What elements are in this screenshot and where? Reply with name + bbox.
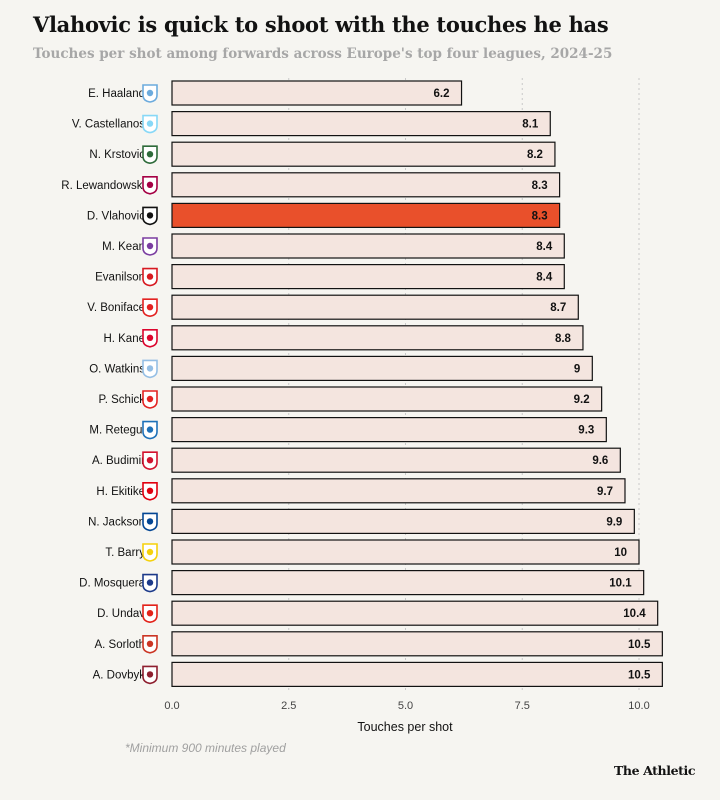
bar: [171, 631, 663, 657]
player-label: Evanilson: [95, 272, 145, 284]
value-label: 10: [614, 547, 627, 559]
value-label: 8.7: [550, 302, 566, 314]
value-label: 8.3: [532, 210, 548, 222]
value-label: 8.8: [555, 333, 572, 345]
bar: [171, 447, 621, 473]
bournemouth-crest: [142, 267, 158, 287]
lazio-crest: [142, 114, 158, 134]
stuttgart-crest: [142, 604, 158, 624]
bar: [171, 661, 663, 688]
osasuna-crest: [142, 451, 158, 471]
bar: [171, 294, 579, 320]
x-axis-label: Touches per shot: [357, 720, 453, 734]
eintracht-frankfurt-crest: [142, 482, 158, 501]
player-label: R. Lewandowski: [61, 180, 145, 192]
value-label: 9.7: [597, 486, 613, 498]
bar: [171, 110, 551, 137]
value-label: 8.4: [536, 241, 553, 253]
chelsea-crest: [142, 512, 158, 532]
lecce-crest: [142, 145, 158, 165]
fiorentina-crest: [142, 237, 158, 256]
bar: [171, 80, 463, 106]
value-label: 10.5: [628, 639, 651, 651]
bar: [171, 478, 626, 504]
value-label: 9.6: [592, 455, 608, 467]
value-label: 10.5: [628, 669, 651, 681]
player-label: H. Kane: [103, 333, 145, 345]
value-label: 9.9: [606, 516, 622, 528]
bar: [171, 569, 645, 596]
player-label: V. Castellanos: [72, 119, 145, 131]
value-label: 9: [574, 363, 580, 375]
bar: [171, 539, 640, 565]
player-label: D. Undav: [97, 608, 145, 620]
roma-crest: [142, 665, 158, 685]
atletico-madrid-crest: [142, 635, 158, 654]
player-label: M. Kean: [102, 241, 145, 253]
bar-highlight: [171, 202, 561, 228]
x-tick-label: 7.5: [515, 700, 530, 712]
bar: [171, 386, 603, 412]
value-label: 8.3: [532, 180, 548, 192]
leverkusen-crest: [142, 298, 158, 318]
bar: [171, 355, 593, 381]
leverkusen-crest: [142, 390, 158, 409]
footnote: *Minimum 900 minutes played: [125, 741, 286, 755]
villarreal-crest: [142, 543, 158, 562]
bar: [171, 417, 607, 443]
player-label: O. Watkins: [89, 363, 145, 375]
bar: [171, 325, 584, 351]
player-label: N. Jackson: [88, 516, 145, 528]
juventus-crest: [142, 206, 158, 226]
player-label: N. Krstovic: [89, 149, 145, 161]
verona-crest: [142, 573, 158, 593]
value-label: 9.3: [578, 425, 594, 437]
player-label: T. Barry: [105, 547, 145, 559]
value-label: 8.2: [527, 149, 543, 161]
player-label: H. Ekitike: [96, 486, 145, 498]
player-label: A. Budimir: [92, 455, 145, 467]
chart-subtitle: Touches per shot among forwards across E…: [33, 46, 613, 62]
value-label: 9.2: [574, 394, 590, 406]
player-label: A. Sorloth: [95, 639, 146, 651]
x-tick-label: 5.0: [398, 700, 413, 712]
gridlines: [288, 78, 640, 691]
chart-title: Vlahovic is quick to shoot with the touc…: [33, 12, 609, 37]
player-label: P. Schick: [99, 394, 146, 406]
bar: [171, 264, 565, 290]
manchester-city-crest: [142, 84, 158, 103]
bar: [171, 141, 556, 167]
bar: [171, 233, 565, 259]
value-label: 10.4: [623, 608, 646, 620]
value-label: 8.4: [536, 272, 553, 284]
bar: [171, 172, 561, 198]
player-label: V. Boniface: [87, 302, 145, 314]
bar: [171, 600, 659, 626]
x-tick-label: 0.0: [164, 700, 179, 712]
atalanta-crest: [142, 420, 158, 440]
value-label: 10.1: [609, 578, 632, 590]
aston-villa-crest: [142, 359, 158, 379]
barcelona-crest: [142, 176, 158, 195]
the-athletic-logo: The Athletic: [614, 763, 696, 778]
bar: [171, 508, 635, 534]
player-label: E. Haaland: [88, 88, 145, 100]
x-tick-label: 10.0: [628, 700, 649, 712]
player-label: M. Retegui: [89, 425, 145, 437]
player-label: A. Dovbyk: [93, 669, 146, 681]
value-label: 6.2: [434, 88, 450, 100]
player-label: D. Mosquera: [79, 578, 145, 590]
bayern-munich-crest: [142, 329, 158, 348]
x-tick-label: 2.5: [281, 700, 296, 712]
value-label: 8.1: [522, 119, 539, 131]
player-label: D. Vlahovic: [87, 210, 145, 222]
